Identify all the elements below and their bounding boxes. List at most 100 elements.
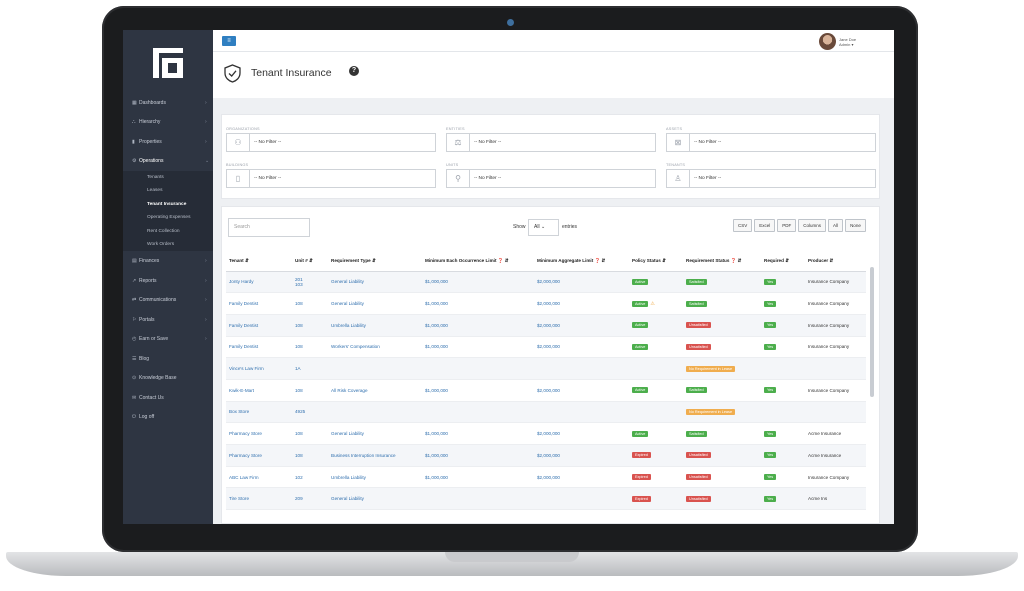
column-header-requirement-type[interactable]: Requirement Type ⇵ [328,252,422,272]
search-input[interactable]: Search [228,218,310,237]
filter-units-select[interactable]: ⚲ -- No Filter -- [446,169,656,188]
aggregate-limit[interactable]: $2,000,000 [534,271,629,294]
tenant-link[interactable]: Jonty Hardy [226,271,292,294]
aggregate-limit[interactable] [534,357,629,380]
tenant-link[interactable]: Box Store [226,401,292,424]
user-name[interactable]: Jane Doe [839,37,857,42]
sidebar-subitem-leases[interactable]: Leases [147,188,163,194]
requirement-type-link[interactable] [328,357,422,380]
unit-link[interactable]: 4925 [292,401,328,424]
occurrence-limit[interactable]: $1,000,000 [422,314,534,337]
csv-button[interactable]: CSV [733,219,753,232]
requirement-type-link[interactable]: All Risk Coverage [328,379,422,402]
unit-link[interactable]: 209 [292,487,328,511]
pdf-button[interactable]: PDF [777,219,797,232]
sidebar-item-earn-or-save[interactable]: ◴ Earn or Save › [123,329,213,349]
sidebar-subitem-work-orders[interactable]: Work Orders [147,241,175,247]
aggregate-limit[interactable]: $2,000,000 [534,314,629,337]
requirement-type-link[interactable]: Umbrella Liability [328,314,422,337]
tenant-link[interactable]: Family Dentist [226,336,292,359]
all-button[interactable]: All [828,219,844,232]
occurrence-limit[interactable] [422,487,534,511]
aggregate-limit[interactable] [534,487,629,511]
requirement-type-link[interactable]: General Liability [328,422,422,445]
aggregate-limit[interactable]: $2,000,000 [534,379,629,402]
sidebar-item-contact-us[interactable]: ✉ Contact Us [123,388,213,408]
sidebar-item-properties[interactable]: ▮ Properties › [123,132,213,152]
unit-link[interactable]: 108 [292,444,328,467]
unit-link[interactable]: 108 [292,422,328,445]
requirement-type-link[interactable]: Umbrella Liability [328,466,422,489]
aggregate-limit[interactable]: $2,000,000 [534,444,629,467]
occurrence-limit[interactable]: $1,000,000 [422,379,534,402]
sidebar-item-dashboards[interactable]: ▦ Dashboards › [123,93,213,113]
unit-link[interactable]: 201 103 [292,271,328,294]
sidebar-item-reports[interactable]: ↗ Reports › [123,271,213,291]
unit-link[interactable]: 108 [292,379,328,402]
sidebar-item-blog[interactable]: ☰ Blog [123,349,213,369]
tenant-link[interactable]: Family Dentist [226,292,292,315]
menu-toggle-button[interactable]: ≡ [222,36,236,46]
aggregate-limit[interactable]: $2,000,000 [534,422,629,445]
unit-link[interactable]: 102 [292,466,328,489]
user-role[interactable]: Admin ▾ [839,42,854,47]
sidebar-item-communications[interactable]: ⇄ Communications › [123,290,213,310]
help-icon[interactable]: ? [349,66,359,76]
aggregate-limit[interactable] [534,401,629,424]
sidebar-subitem-tenants[interactable]: Tenants [147,175,164,180]
requirement-type-link[interactable]: General Liability [328,487,422,511]
requirement-type-link[interactable]: Business Interruption Insurance [328,444,422,467]
unit-link[interactable]: 108 [292,336,328,359]
sidebar-subitem-operating-expenses[interactable]: Operating Expenses [147,215,191,221]
requirement-type-link[interactable]: General Liability [328,292,422,315]
aggregate-limit[interactable]: $2,000,000 [534,336,629,359]
tenant-link[interactable]: Vince's Law Firm [226,357,292,380]
sidebar-item-operations[interactable]: ⚙ Operations ⌄ [123,152,213,172]
occurrence-limit[interactable] [422,357,534,380]
unit-link[interactable]: 108 [292,292,328,315]
aggregate-limit[interactable]: $2,000,000 [534,466,629,489]
column-header-minimum-aggregate-limit[interactable]: Minimum Aggregate Limit ❓ ⇵ [534,252,629,272]
sidebar-subitem-tenant-insurance[interactable]: Tenant Insurance [147,201,187,207]
occurrence-limit[interactable] [422,401,534,424]
occurrence-limit[interactable]: $1,000,000 [422,422,534,445]
column-header-tenant[interactable]: Tenant ⇵ [226,252,292,272]
column-header-producer[interactable]: Producer ⇵ [805,252,866,272]
sidebar-item-hierarchy[interactable]: ⛬ Hierarchy › [123,113,213,133]
columns-button[interactable]: Columns [798,219,827,232]
occurrence-limit[interactable]: $1,000,000 [422,292,534,315]
sidebar-item-portals[interactable]: ⚐ Portals › [123,310,213,330]
requirement-type-link[interactable]: General Liability [328,271,422,294]
aggregate-limit[interactable]: $2,000,000 [534,292,629,315]
tenant-link[interactable]: Family Dentist [226,314,292,337]
column-header-minimum-each-occurrence-limit[interactable]: Minimum Each Occurrence Limit ❓ ⇵ [422,252,534,272]
column-header-policy-status[interactable]: Policy Status ⇵ [629,252,683,272]
unit-link[interactable]: 108 [292,314,328,337]
column-header-unit[interactable]: Unit # ⇵ [292,252,328,272]
table-scrollbar[interactable] [870,267,874,397]
tenant-link[interactable]: Pharmacy Store [226,444,292,467]
sidebar-subitem-rent-collection[interactable]: Rent Collection [147,228,180,234]
occurrence-limit[interactable]: $1,000,000 [422,271,534,294]
entries-select[interactable]: All ⌄ [528,219,559,236]
occurrence-limit[interactable]: $1,000,000 [422,336,534,359]
filter-assets-select[interactable]: ⊠ -- No Filter -- [666,133,876,152]
sidebar-item-log-off[interactable]: ⏻ Log off [123,407,213,427]
occurrence-limit[interactable]: $1,000,000 [422,466,534,489]
tenant-link[interactable]: Kwik-E-Mart [226,379,292,402]
column-header-requirement-status[interactable]: Requirement Status ❓ ⇵ [683,252,761,272]
avatar[interactable] [819,33,836,50]
filter-tenants-select[interactable]: ♙ -- No Filter -- [666,169,876,188]
unit-link[interactable]: 1A [292,357,328,380]
tenant-link[interactable]: Pharmacy Store [226,422,292,445]
occurrence-limit[interactable]: $1,000,000 [422,444,534,467]
filter-buildings-select[interactable]: ▯ -- No Filter -- [226,169,436,188]
none-button[interactable]: None [845,219,866,232]
sidebar-item-finances[interactable]: ▤ Finances › [123,251,213,271]
filter-organizations-select[interactable]: ⚇ -- No Filter -- [226,133,436,152]
tenant-link[interactable]: ABC Law Firm [226,466,292,489]
filter-entities-select[interactable]: ⚖ -- No Filter -- [446,133,656,152]
requirement-type-link[interactable] [328,401,422,424]
tenant-link[interactable]: Tire Store [226,487,292,511]
excel-button[interactable]: Excel [754,219,776,232]
